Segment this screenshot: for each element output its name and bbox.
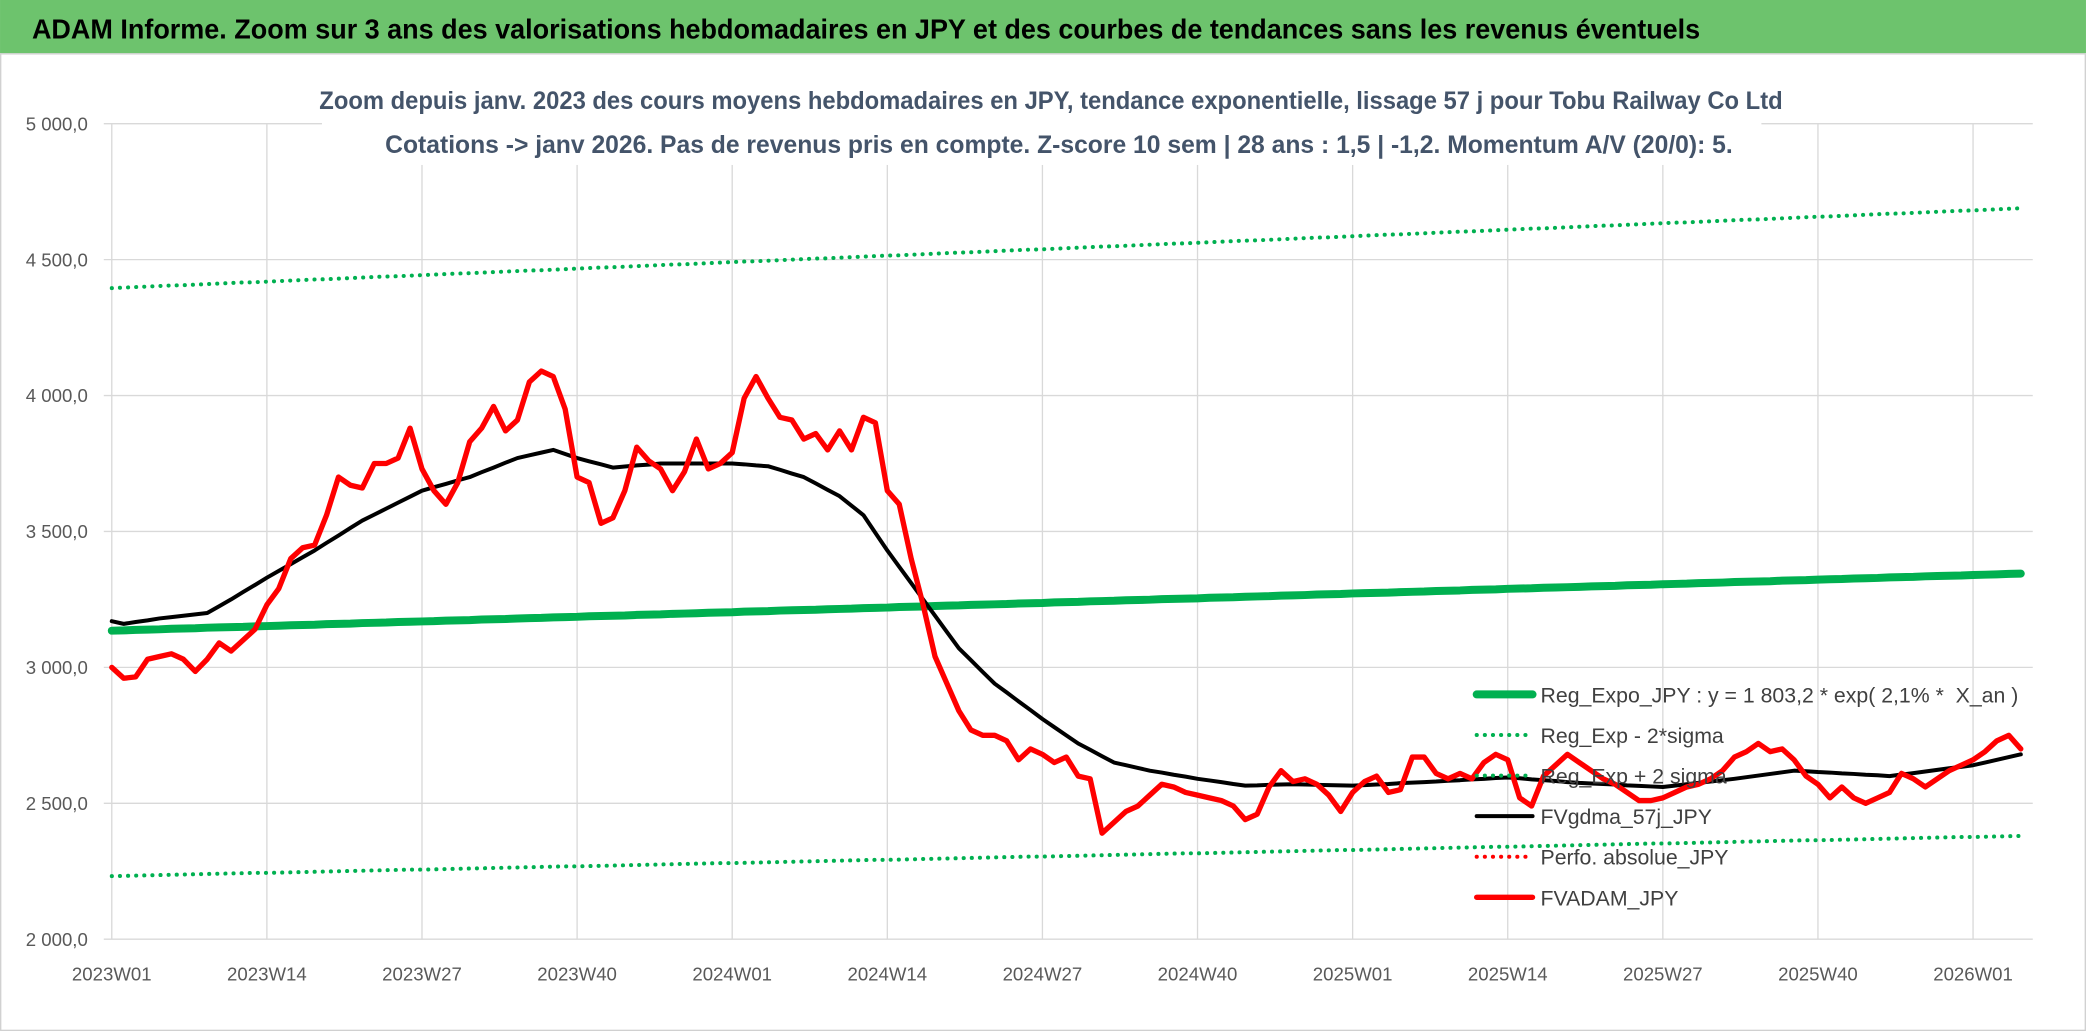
x-tick-label: 2023W27 <box>382 963 462 984</box>
title-backdrop <box>321 79 1762 165</box>
x-tick-label: 2023W40 <box>537 963 617 984</box>
chart-title: Zoom depuis janv. 2023 des cours moyens … <box>319 87 1782 115</box>
legend-label: Perfo. absolue_JPY <box>1541 846 1729 870</box>
x-tick-label: 2024W27 <box>1003 963 1083 984</box>
plot-area: 2 000,0 2 500,0 3 000,0 3 500,0 4 000,0 4 500… <box>26 113 2033 984</box>
series-line <box>109 833 2023 879</box>
header-band <box>0 0 2086 54</box>
x-tick-label: 2024W14 <box>847 963 927 984</box>
series-line <box>109 368 2024 836</box>
x-tick-label: 2024W40 <box>1158 963 1238 984</box>
y-tick-label: 2 500,0 <box>26 793 88 814</box>
chart-subtitle: Cotations -> janv 2026. Pas de revenus p… <box>385 131 1733 159</box>
series-line <box>109 206 2023 291</box>
legend-label: FVADAM_JPY <box>1541 886 1679 910</box>
x-tick-label: 2024W01 <box>692 963 772 984</box>
legend-label: FVgdma_57j_JPY <box>1541 805 1712 829</box>
y-tick-label: 3 500,0 <box>26 521 88 542</box>
x-tick-label: 2023W14 <box>227 963 307 984</box>
x-tick-label: 2023W01 <box>72 963 152 984</box>
y-tick-label: 3 000,0 <box>26 657 88 678</box>
y-tick-label: 4 000,0 <box>26 385 88 406</box>
x-tick-label: 2025W27 <box>1623 963 1703 984</box>
y-tick-label: 5 000,0 <box>26 113 88 134</box>
x-tick-label: 2026W01 <box>1933 963 2013 984</box>
legend-label: Reg_Exp + 2 sigma <box>1541 765 1727 789</box>
x-tick-label: 2025W14 <box>1468 963 1548 984</box>
legend: Reg_Expo_JPY : y = 1 803,2 * exp( 2,1% *… <box>1472 683 2019 910</box>
x-tick-label: 2025W01 <box>1313 963 1393 984</box>
legend-label: Reg_Exp - 2*sigma <box>1541 724 1724 748</box>
series-line <box>107 569 2025 635</box>
header-title: ADAM Informe. Zoom sur 3 ans des valoris… <box>32 14 1700 45</box>
x-tick-label: 2025W40 <box>1778 963 1858 984</box>
y-tick-label: 4 500,0 <box>26 249 88 270</box>
y-tick-label: 2 000,0 <box>26 929 88 950</box>
legend-label: Reg_Expo_JPY : y = 1 803,2 * exp( 2,1% *… <box>1541 683 2019 707</box>
